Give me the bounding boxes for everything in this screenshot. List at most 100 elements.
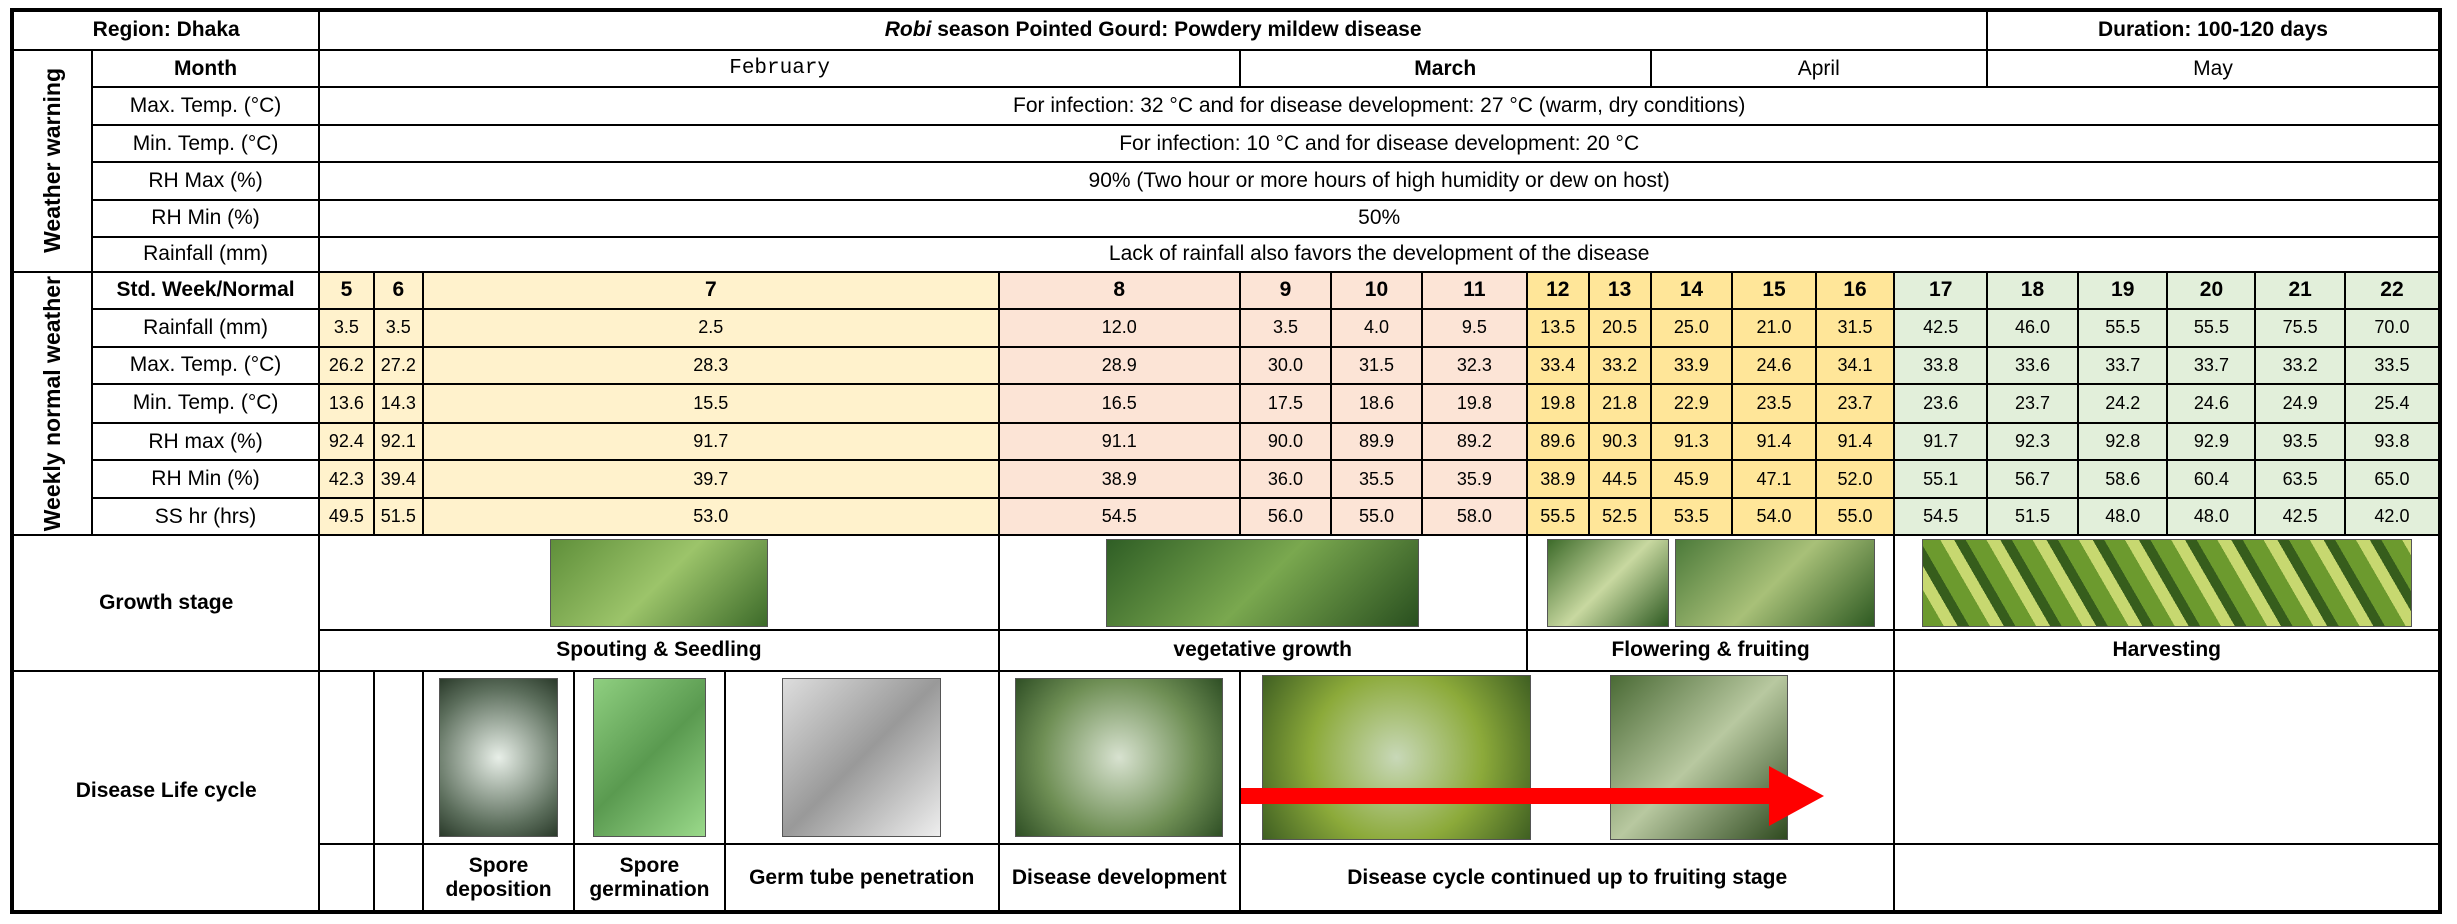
disease-stage: Spore deposition: [424, 845, 573, 910]
weather-value: 89.9: [1332, 424, 1421, 459]
weather-value: 15.5: [424, 385, 997, 422]
weather-value: 23.7: [1988, 385, 2077, 422]
weather-value: 13.5: [1528, 310, 1588, 345]
weather-value: 33.8: [1895, 348, 1986, 383]
section-label: Weather warning: [14, 51, 91, 271]
duration: Duration: 100-120 days: [1988, 12, 2438, 49]
weather-value: 21.8: [1590, 385, 1650, 422]
warning-text: For infection: 10 °C and for disease dev…: [320, 126, 2438, 161]
section-label-text: Weekly normal weather: [40, 276, 65, 531]
empty-cell: [1895, 845, 2438, 910]
weather-value: 91.1: [1000, 424, 1239, 459]
row-label: RH Min (%): [93, 461, 319, 496]
warning-text: Lack of rainfall also favors the develop…: [320, 238, 2438, 271]
row-label: Max. Temp. (°C): [93, 88, 319, 123]
week-number: 15: [1733, 273, 1814, 308]
weather-value: 42.5: [1895, 310, 1986, 345]
disease-photo-cell: [1000, 672, 1239, 843]
weather-value: 23.5: [1733, 385, 1814, 422]
weather-value: 19.8: [1528, 385, 1588, 422]
photo: [593, 678, 707, 838]
growth-photo-cell: [1000, 536, 1526, 629]
weather-value: 91.4: [1733, 424, 1814, 459]
weather-value: 18.6: [1332, 385, 1421, 422]
weather-value: 53.5: [1652, 499, 1732, 534]
weather-value: 54.5: [1895, 499, 1986, 534]
weather-value: 39.7: [424, 461, 997, 496]
weather-value: 55.1: [1895, 461, 1986, 496]
row-label: RH max (%): [93, 424, 319, 459]
weather-value: 33.6: [1988, 348, 2077, 383]
weather-value: 2.5: [424, 310, 997, 345]
week-number: 12: [1528, 273, 1588, 308]
week-number: 11: [1423, 273, 1526, 308]
weather-value: 51.5: [1988, 499, 2077, 534]
weather-value: 33.2: [2256, 348, 2343, 383]
empty-cell: [1895, 672, 2438, 843]
photo: [550, 539, 769, 627]
weather-value: 92.3: [1988, 424, 2077, 459]
weather-value: 58.0: [1423, 499, 1526, 534]
row-label: RH Max (%): [93, 163, 319, 198]
weather-value: 53.0: [424, 499, 997, 534]
weather-value: 52.0: [1817, 461, 1894, 496]
weather-value: 17.5: [1241, 385, 1330, 422]
weather-value: 33.7: [2168, 348, 2254, 383]
weather-value: 38.9: [1000, 461, 1239, 496]
weather-value: 3.5: [1241, 310, 1330, 345]
weather-value: 23.6: [1895, 385, 1986, 422]
weather-value: 93.5: [2256, 424, 2343, 459]
weather-value: 30.0: [1241, 348, 1330, 383]
week-number: 16: [1817, 273, 1894, 308]
weather-value: 19.8: [1423, 385, 1526, 422]
arrow-head: [1769, 766, 1824, 826]
weather-value: 33.7: [2079, 348, 2166, 383]
weather-value: 92.9: [2168, 424, 2254, 459]
weather-value: 39.4: [375, 461, 423, 496]
weather-value: 24.6: [2168, 385, 2254, 422]
weather-value: 54.5: [1000, 499, 1239, 534]
photo: [1262, 675, 1532, 840]
weather-value: 91.7: [1895, 424, 1986, 459]
weather-value: 31.5: [1817, 310, 1894, 345]
weather-value: 63.5: [2256, 461, 2343, 496]
week-number: 17: [1895, 273, 1986, 308]
weather-value: 3.5: [320, 310, 372, 345]
week-number: 10: [1332, 273, 1421, 308]
weather-value: 45.9: [1652, 461, 1732, 496]
weather-value: 89.6: [1528, 424, 1588, 459]
weather-value: 55.0: [1332, 499, 1421, 534]
month: March: [1241, 51, 1650, 86]
weather-value: 91.3: [1652, 424, 1732, 459]
empty-cell: [375, 845, 423, 910]
growth-photo-cell: [1895, 536, 2438, 629]
weather-value: 36.0: [1241, 461, 1330, 496]
weather-value: 33.5: [2346, 348, 2438, 383]
row-label: Rainfall (mm): [93, 310, 319, 345]
weather-value: 55.5: [2079, 310, 2166, 345]
weather-value: 55.0: [1817, 499, 1894, 534]
disease-photo-cell: [575, 672, 724, 843]
weather-value: 52.5: [1590, 499, 1650, 534]
row-label: RH Min (%): [93, 201, 319, 236]
section-label: Disease Life cycle: [14, 672, 318, 910]
weather-value: 35.9: [1423, 461, 1526, 496]
weather-value: 92.8: [2079, 424, 2166, 459]
weather-value: 55.5: [2168, 310, 2254, 345]
weather-value: 33.2: [1590, 348, 1650, 383]
disease-photo-cell: [424, 672, 573, 843]
weather-value: 90.0: [1241, 424, 1330, 459]
weather-value: 75.5: [2256, 310, 2343, 345]
weather-value: 38.9: [1528, 461, 1588, 496]
weather-value: 89.2: [1423, 424, 1526, 459]
weather-value: 65.0: [2346, 461, 2438, 496]
weather-value: 48.0: [2168, 499, 2254, 534]
growth-stage: vegetative growth: [1000, 631, 1526, 669]
weather-value: 33.4: [1528, 348, 1588, 383]
weather-value: 25.0: [1652, 310, 1732, 345]
week-number: 8: [1000, 273, 1239, 308]
weather-value: 20.5: [1590, 310, 1650, 345]
weather-value: 91.7: [424, 424, 997, 459]
weather-value: 70.0: [2346, 310, 2438, 345]
photo: [1922, 539, 2412, 627]
